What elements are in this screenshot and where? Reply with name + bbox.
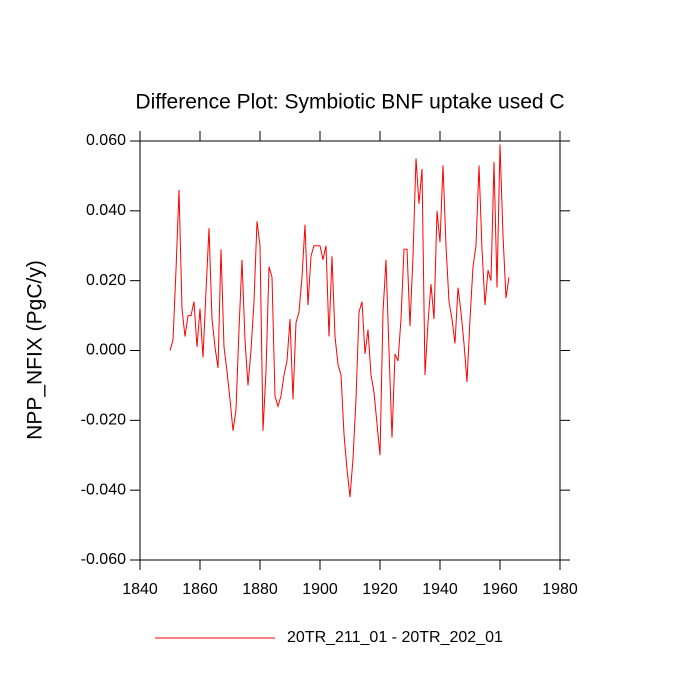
y-tick-label: 0.040 — [86, 202, 126, 219]
x-tick-label: 1900 — [302, 581, 338, 598]
x-tick-label: 1860 — [182, 581, 218, 598]
x-tick-label: 1920 — [362, 581, 398, 598]
x-tick-label: 1880 — [242, 581, 278, 598]
chart-title: Difference Plot: Symbiotic BNF uptake us… — [135, 91, 564, 114]
y-tick-label: 0.020 — [86, 272, 126, 289]
x-tick-label: 1960 — [482, 581, 518, 598]
y-tick-label: -0.060 — [81, 551, 126, 568]
y-tick-label: 0.060 — [86, 132, 126, 149]
y-tick-label: -0.020 — [81, 412, 126, 429]
legend-label: 20TR_211_01 - 20TR_202_01 — [287, 629, 503, 646]
data-line — [169, 144, 510, 498]
y-tick-label: 0.000 — [86, 342, 126, 359]
y-axis-label: NPP_NFIX (PgC/y) — [24, 260, 47, 440]
x-tick-label: 1940 — [422, 581, 458, 598]
x-tick-label: 1980 — [542, 581, 578, 598]
x-tick-label: 1840 — [122, 581, 158, 598]
y-tick-label: -0.040 — [81, 481, 126, 498]
